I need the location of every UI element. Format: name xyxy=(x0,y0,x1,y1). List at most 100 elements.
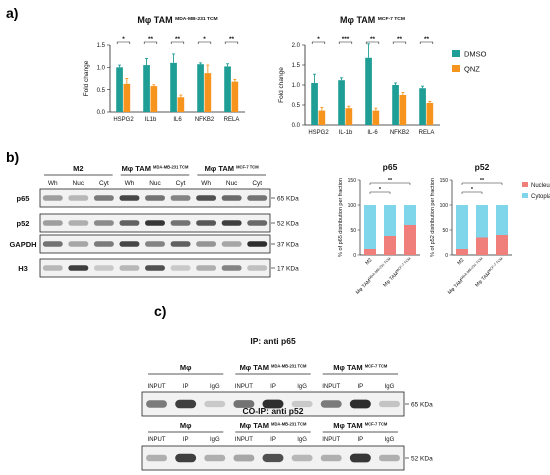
band xyxy=(93,265,114,271)
bar-nucleus xyxy=(364,249,376,255)
significance-bracket xyxy=(461,191,483,194)
chart-2: Mφ TAM MCF-7 TCM Fold change 0.0 0.5 1.0 1.5 2… xyxy=(278,15,487,136)
lane-label: IP xyxy=(357,384,363,390)
significance-bracket xyxy=(116,41,131,44)
bar-cytoplasm xyxy=(404,205,416,225)
band xyxy=(196,195,217,201)
significance-bracket xyxy=(392,41,407,44)
bar-nucleus xyxy=(404,225,416,255)
y-tick-label: 150 xyxy=(348,178,357,184)
legend-swatch-qnz xyxy=(452,65,460,72)
band xyxy=(247,220,268,226)
bar-dmso xyxy=(170,62,177,112)
lane-label: Nuc xyxy=(226,180,238,187)
x-tick-label: HSPG2 xyxy=(308,130,329,136)
y-tick-label: 2.0 xyxy=(292,43,301,49)
bar-dmso xyxy=(419,88,426,125)
bar-dmso xyxy=(365,57,372,125)
blot-title: CO-IP: anti p52 xyxy=(243,406,304,416)
row-label: H3 xyxy=(18,264,28,273)
band xyxy=(68,195,89,201)
legend-swatch-cytoplasm xyxy=(522,193,528,198)
band xyxy=(233,400,255,408)
y-axis-label: % of p65 distribution per fraction xyxy=(338,178,344,257)
band xyxy=(175,453,197,463)
lane-label: INPUT xyxy=(148,384,166,390)
significance-label: ** xyxy=(388,178,393,184)
significance-label: * xyxy=(122,36,125,43)
bar-qnz xyxy=(318,110,326,125)
bar-dmso xyxy=(116,67,123,112)
significance-bracket xyxy=(365,41,380,44)
lane-label: IgG xyxy=(297,384,307,390)
group-label: Mφ TAM MCF-7 TCM xyxy=(333,421,388,430)
band xyxy=(42,195,63,201)
bar-qnz xyxy=(177,97,185,112)
band xyxy=(146,400,168,408)
x-tick-label: IL-1b xyxy=(339,130,353,136)
band xyxy=(93,241,114,247)
band xyxy=(93,195,114,201)
band xyxy=(119,195,140,201)
row-label: GAPDH xyxy=(9,240,36,249)
significance-bracket xyxy=(369,182,411,185)
significance-bracket xyxy=(338,41,353,44)
band xyxy=(221,195,242,201)
bar-qnz xyxy=(372,110,380,125)
y-axis-label: Fold change xyxy=(278,67,285,103)
western-blot-b: M2 Mφ TAM MDA-MB-231 TCM Mφ TAM MCF-7 TCM W… xyxy=(9,164,299,278)
lane-label: Nuc xyxy=(149,180,161,187)
band xyxy=(233,454,255,462)
band xyxy=(68,220,89,226)
y-tick-label: 0.0 xyxy=(97,110,106,116)
y-tick-label: 0 xyxy=(445,253,448,259)
band xyxy=(221,265,242,271)
lane-label: IgG xyxy=(385,384,395,390)
band xyxy=(119,241,140,247)
significance-bracket xyxy=(461,182,503,185)
y-tick-label: 100 xyxy=(440,203,449,209)
band xyxy=(170,195,191,201)
kda-label: 17 KDa xyxy=(277,266,299,273)
lane-label: IP xyxy=(183,384,189,390)
significance-bracket xyxy=(197,41,212,44)
legend-label: Cytoplasm xyxy=(531,194,550,200)
x-tick-label: IL6 xyxy=(173,117,182,123)
chart-1: Mφ TAM MDA-MB-231 TCM Fold change 0.0 0.5 1.… xyxy=(83,15,245,123)
chart-title: p52 xyxy=(475,162,490,172)
group-label: Mφ xyxy=(180,421,192,430)
lane-label: IP xyxy=(270,437,276,443)
significance-label: ** xyxy=(480,178,485,184)
x-tick-label: NFKB2 xyxy=(195,117,215,123)
significance-label: *** xyxy=(342,36,350,43)
band xyxy=(119,265,140,271)
chart-title: p65 xyxy=(383,162,398,172)
band xyxy=(42,241,63,247)
legend-label: DMSO xyxy=(464,50,487,59)
x-tick-label: RELA xyxy=(419,130,435,136)
y-axis-label: % of p52 distribution per fraction xyxy=(430,178,436,257)
lane-label: Wh xyxy=(125,180,135,187)
significance-label: ** xyxy=(424,36,430,43)
significance-label: ** xyxy=(229,36,235,43)
bar-nucleus xyxy=(476,237,488,255)
bar-cytoplasm xyxy=(476,205,488,238)
bar-dmso xyxy=(338,80,345,125)
band xyxy=(262,453,284,463)
y-tick-label: 50 xyxy=(442,228,448,234)
significance-bracket xyxy=(369,191,391,194)
band xyxy=(170,220,191,226)
x-tick-label: M2 xyxy=(364,257,373,266)
significance-label: * xyxy=(203,36,206,43)
kda-label: 65 KDa xyxy=(411,402,433,409)
band xyxy=(204,400,226,408)
bar-qnz xyxy=(399,95,407,125)
y-tick-label: 1.5 xyxy=(292,63,301,69)
panel-label-b: b) xyxy=(6,149,19,165)
bar-qnz xyxy=(123,83,131,112)
western-blot-c: IP: anti p65 Mφ Mφ TAM MDA-MB-231 TCM Mφ TA… xyxy=(141,336,433,471)
x-tick-label: Mφ TAMMDA-MB-231 TCM xyxy=(446,257,485,296)
bar-qnz xyxy=(345,108,353,125)
lane-label: IP xyxy=(270,384,276,390)
y-tick-label: 0 xyxy=(353,253,356,259)
